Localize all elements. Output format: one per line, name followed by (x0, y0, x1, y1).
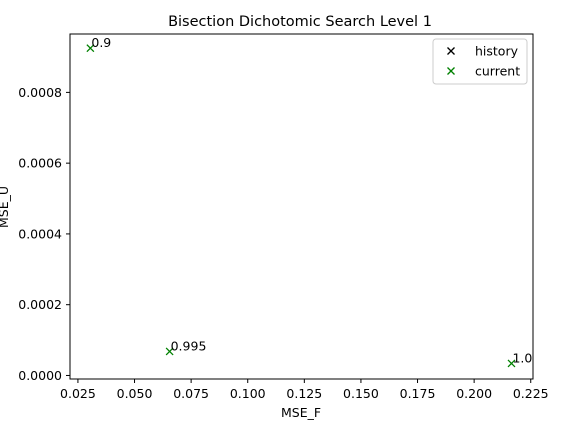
x-tick-label: 0.175 (400, 386, 436, 401)
y-tick-label: 0.0006 (18, 156, 62, 171)
legend-marker-current (447, 67, 455, 75)
data-point-current (507, 359, 516, 368)
data-points: 0.9 0.995 1.0 (86, 35, 532, 368)
x-tick-label: 0.025 (60, 386, 96, 401)
x-axis-label: MSE_F (281, 405, 321, 420)
x-tick-label: 0.075 (173, 386, 209, 401)
y-tick-label: 0.0008 (18, 85, 62, 100)
legend-label-current: current (475, 64, 520, 79)
data-point-label: 0.995 (171, 338, 207, 353)
x-tick-label: 0.125 (286, 386, 322, 401)
plot-area (69, 33, 534, 380)
y-tick-label: 0.0002 (18, 297, 62, 312)
chart-title: Bisection Dichotomic Search Level 1 (168, 14, 432, 30)
legend-label-history: history (475, 44, 519, 59)
y-axis-label: MSE_U (0, 186, 11, 228)
data-point-label: 0.9 (91, 35, 111, 50)
x-tick-label: 0.050 (117, 386, 153, 401)
x-tick-label: 0.200 (456, 386, 492, 401)
y-axis: 0.0000 0.0002 0.0004 0.0006 0.0008 (18, 85, 70, 383)
x-axis: 0.025 0.050 0.075 0.100 0.125 0.150 0.175 0.200… (60, 379, 549, 401)
data-point-current (165, 347, 174, 356)
x-tick-label: 0.150 (343, 386, 379, 401)
data-point-current (86, 44, 95, 53)
legend: history current (432, 38, 528, 85)
x-tick-label: 0.100 (230, 386, 266, 401)
y-tick-label: 0.0000 (18, 368, 62, 383)
legend-box (432, 38, 528, 85)
data-point-label: 1.0 (512, 350, 532, 365)
x-tick-label: 0.225 (513, 386, 549, 401)
legend-marker-history (447, 47, 455, 55)
y-tick-label: 0.0004 (18, 226, 62, 241)
